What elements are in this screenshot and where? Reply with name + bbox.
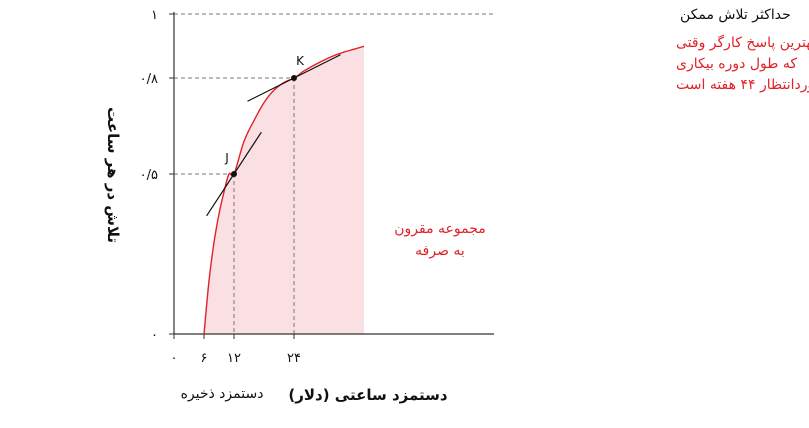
curve-label-line-2: که طول دوره بیکاری <box>676 56 797 72</box>
best-response-curve <box>203 45 365 335</box>
y-axis-title: تلاش در هر ساعت <box>104 107 122 243</box>
y-tick-label-0-8: ۰/۸ <box>140 72 158 87</box>
y-tick-label-1: ۱ <box>151 8 158 23</box>
point-j-marker <box>231 171 237 177</box>
point-k-marker <box>291 75 297 81</box>
point-j-label: J <box>224 151 229 165</box>
x-tick-label-12: ۱۲ <box>227 351 241 366</box>
curve-label-line-3: موردانتظار ۴۴ هفته است <box>676 77 809 93</box>
feasible-set-label-line-1: مجموعه مقرون <box>394 221 486 237</box>
x-tick-label-0: ۰ <box>171 351 178 366</box>
x-tick-label-6: ۶ <box>201 351 208 366</box>
max-effort-label: حداکثر تلاش ممکن <box>680 7 791 23</box>
x-axis-title: دستمزد ساعتی (دلار) <box>288 386 448 404</box>
feasible-set-area <box>204 46 364 334</box>
reservation-wage-label: دستمزد ذخیره <box>181 386 264 402</box>
y-tick-label-0: ۰ <box>151 328 158 343</box>
feasible-set-label-line-2: به صرفه <box>415 243 465 259</box>
x-tick-label-24: ۲۴ <box>287 351 301 366</box>
point-k-label: K <box>296 54 305 68</box>
y-tick-label-0-5: ۰/۵ <box>140 168 158 183</box>
curve-label-line-1: بهترین پاسخ کارگر وقتی <box>676 34 809 51</box>
tick-marks <box>169 13 295 339</box>
